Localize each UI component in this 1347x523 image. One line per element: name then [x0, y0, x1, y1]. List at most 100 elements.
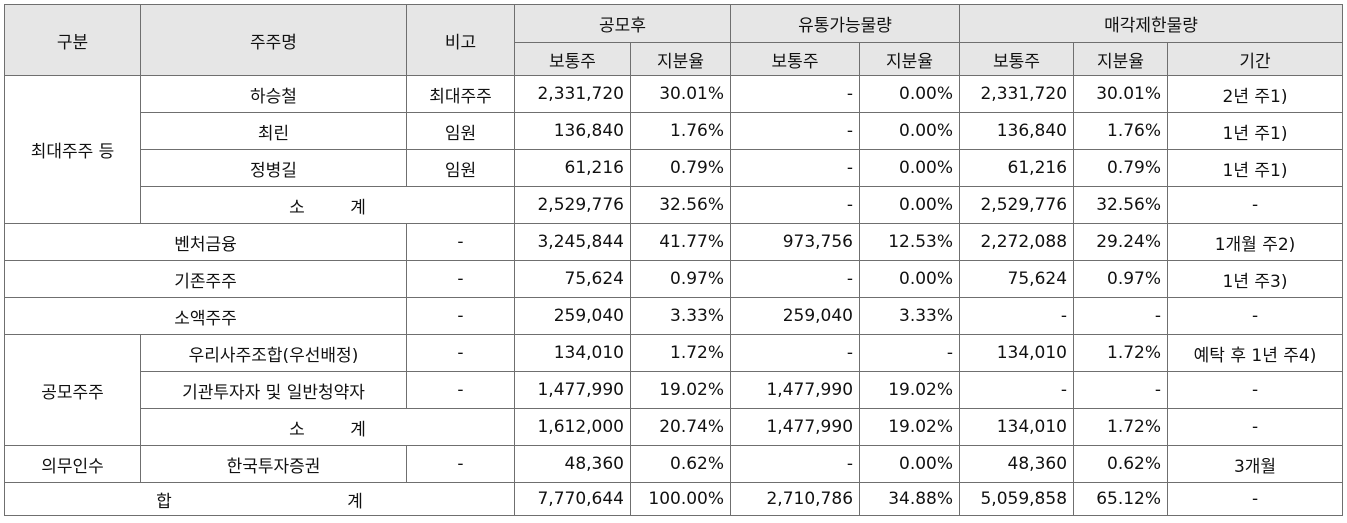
tradable-shares: -: [730, 445, 861, 483]
after-ipo-shares: 48,360: [514, 445, 631, 483]
restricted-period: 1년 주1): [1167, 149, 1344, 187]
shareholder-name: 소액주주: [4, 297, 407, 335]
restricted-shares: 5,059,858: [959, 482, 1075, 516]
restricted-period: 1개월 주2): [1167, 223, 1344, 261]
note-cell: -: [406, 260, 515, 298]
restricted-ratio: 1.72%: [1073, 408, 1169, 446]
table-row: 의무인수 한국투자증권 - 48,360 0.62% - 0.00% 48,36…: [4, 445, 1344, 483]
after-ipo-shares: 1,612,000: [514, 408, 631, 446]
tradable-shares: -: [730, 260, 861, 298]
tradable-shares: 259,040: [730, 297, 861, 335]
after-ipo-ratio: 0.97%: [629, 260, 732, 298]
subtotal-label: 소 계: [140, 408, 515, 446]
note-cell: 임원: [406, 112, 515, 150]
after-ipo-ratio: 3.33%: [629, 297, 732, 335]
table-row: 기관투자자 및 일반청약자 - 1,477,990 19.02% 1,477,9…: [5, 371, 1344, 409]
tradable-ratio: 0.00%: [859, 149, 961, 187]
tradable-shares: -: [730, 112, 861, 150]
group-label-underwriter: 의무인수: [4, 445, 141, 483]
tradable-shares: -: [730, 149, 861, 187]
restricted-ratio: -: [1073, 371, 1169, 409]
restricted-ratio: -: [1073, 297, 1169, 335]
note-cell: -: [406, 371, 515, 409]
shareholder-name: 벤처금융: [4, 223, 407, 261]
subtotal-row: 소 계 2,529,776 32.56% - 0.00% 2,529,776 3…: [5, 186, 1344, 224]
restricted-shares: 2,272,088: [959, 223, 1075, 261]
after-ipo-ratio: 19.02%: [629, 371, 732, 409]
after-ipo-shares: 259,040: [514, 297, 631, 335]
tradable-shares: -: [730, 75, 861, 113]
restricted-ratio: 65.12%: [1073, 482, 1169, 516]
restricted-period: 1년 주1): [1167, 112, 1344, 150]
table-row: 공모주주 우리사주조합(우선배정) - 134,010 1.72% - - 13…: [4, 334, 1344, 446]
tradable-shares: 2,710,786: [730, 482, 861, 516]
table-row: 정병길 임원 61,216 0.79% - 0.00% 61,216 0.79%…: [5, 149, 1344, 187]
restricted-ratio: 0.79%: [1073, 149, 1169, 187]
tradable-shares: 1,477,990: [730, 371, 861, 409]
tradable-shares: 1,477,990: [730, 408, 861, 446]
header-category: 구분: [4, 4, 141, 76]
after-ipo-shares: 2,331,720: [514, 75, 631, 113]
restricted-period: 예탁 후 1년 주4): [1167, 334, 1344, 372]
tradable-ratio: 0.00%: [859, 260, 961, 298]
after-ipo-ratio: 0.79%: [629, 149, 732, 187]
header-tradable: 유통가능물량: [730, 4, 961, 43]
tradable-ratio: 0.00%: [859, 186, 961, 224]
tradable-ratio: 3.33%: [859, 297, 961, 335]
shareholder-name: 우리사주조합(우선배정): [140, 334, 407, 372]
restricted-ratio: 0.97%: [1073, 260, 1169, 298]
after-ipo-ratio: 1.76%: [629, 112, 732, 150]
header-restricted-period: 기간: [1167, 42, 1344, 76]
tradable-ratio: 0.00%: [859, 445, 961, 483]
note-cell: 최대주주: [406, 75, 515, 113]
table-row: 기존주주 - 75,624 0.97% - 0.00% 75,624 0.97%…: [4, 260, 1344, 298]
shareholder-lockup-table-container: 구분 주주명 비고 공모후 유통가능물량 매각제한물량 보통주 지분율 보통주 …: [4, 4, 1344, 516]
shareholder-name: 기존주주: [4, 260, 407, 298]
restricted-shares: 75,624: [959, 260, 1075, 298]
restricted-period: -: [1167, 186, 1344, 224]
tradable-ratio: 34.88%: [859, 482, 961, 516]
restricted-shares: -: [959, 297, 1075, 335]
header-after-ipo-ratio: 지분율: [629, 42, 732, 76]
note-cell: 임원: [406, 149, 515, 187]
header-after-ipo-common: 보통주: [514, 42, 631, 76]
group-label-public: 공모주주: [4, 334, 141, 446]
shareholder-lockup-table: 구분 주주명 비고 공모후 유통가능물량 매각제한물량 보통주 지분율 보통주 …: [4, 4, 1344, 516]
restricted-shares: 2,331,720: [959, 75, 1075, 113]
tradable-ratio: 0.00%: [859, 75, 961, 113]
header-restricted: 매각제한물량: [959, 4, 1344, 43]
note-cell: -: [406, 445, 515, 483]
header-tradable-common: 보통주: [730, 42, 861, 76]
after-ipo-ratio: 1.72%: [629, 334, 732, 372]
restricted-shares: 48,360: [959, 445, 1075, 483]
after-ipo-ratio: 30.01%: [629, 75, 732, 113]
restricted-period: 3개월: [1167, 445, 1344, 483]
shareholder-name: 하승철: [140, 75, 407, 113]
header-row-2: 보통주 지분율 보통주 지분율 보통주 지분율 기간: [5, 42, 1344, 76]
shareholder-name: 최린: [140, 112, 407, 150]
total-row: 합 계 7,770,644 100.00% 2,710,786 34.88% 5…: [4, 482, 1344, 516]
restricted-ratio: 1.72%: [1073, 334, 1169, 372]
after-ipo-ratio: 20.74%: [629, 408, 732, 446]
shareholder-name: 정병길: [140, 149, 407, 187]
restricted-period: -: [1167, 482, 1344, 516]
after-ipo-ratio: 100.00%: [629, 482, 732, 516]
after-ipo-shares: 134,010: [514, 334, 631, 372]
after-ipo-shares: 61,216: [514, 149, 631, 187]
restricted-ratio: 30.01%: [1073, 75, 1169, 113]
after-ipo-shares: 75,624: [514, 260, 631, 298]
restricted-shares: 2,529,776: [959, 186, 1075, 224]
subtotal-row: 소 계 1,612,000 20.74% 1,477,990 19.02% 13…: [5, 408, 1344, 446]
header-note: 비고: [406, 4, 515, 76]
restricted-ratio: 1.76%: [1073, 112, 1169, 150]
after-ipo-shares: 136,840: [514, 112, 631, 150]
shareholder-name: 한국투자증권: [140, 445, 407, 483]
tradable-shares: 973,756: [730, 223, 861, 261]
header-tradable-ratio: 지분율: [859, 42, 961, 76]
tradable-ratio: 0.00%: [859, 112, 961, 150]
tradable-ratio: 19.02%: [859, 371, 961, 409]
shareholder-name: 기관투자자 및 일반청약자: [140, 371, 407, 409]
note-cell: -: [406, 334, 515, 372]
tradable-ratio: 19.02%: [859, 408, 961, 446]
subtotal-label: 소 계: [140, 186, 515, 224]
